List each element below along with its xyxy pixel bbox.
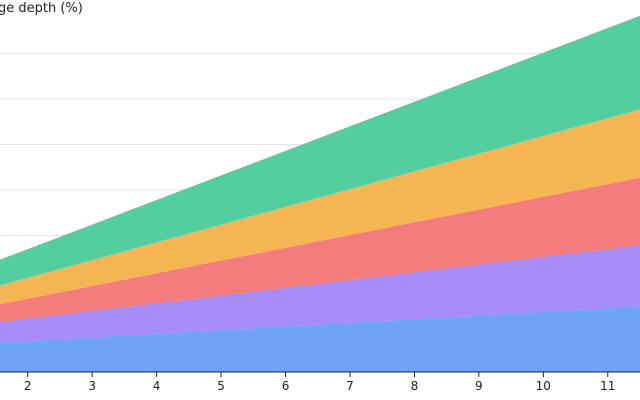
x-tick-label: 2 <box>24 379 32 393</box>
x-tick-label: 4 <box>153 379 161 393</box>
x-tick-label: 7 <box>346 379 354 393</box>
x-tick-label: 11 <box>600 379 615 393</box>
x-tick-label: 8 <box>411 379 419 393</box>
area-series-4 <box>0 109 640 305</box>
area-series-5 <box>0 15 640 286</box>
area-layers <box>0 15 640 372</box>
x-axis-ticks: 2 3 4 5 6 7 8 9 10 11 <box>24 372 615 393</box>
area-series-3 <box>0 177 640 323</box>
area-series-2 <box>0 245 640 343</box>
x-tick-label: 5 <box>217 379 225 393</box>
x-tick-label: 9 <box>475 379 483 393</box>
x-tick-label: 6 <box>282 379 290 393</box>
area-series-1 <box>0 306 640 372</box>
y-axis-label: ge depth (%) <box>0 1 83 16</box>
x-tick-label: 10 <box>536 379 551 393</box>
x-tick-label: 3 <box>88 379 96 393</box>
